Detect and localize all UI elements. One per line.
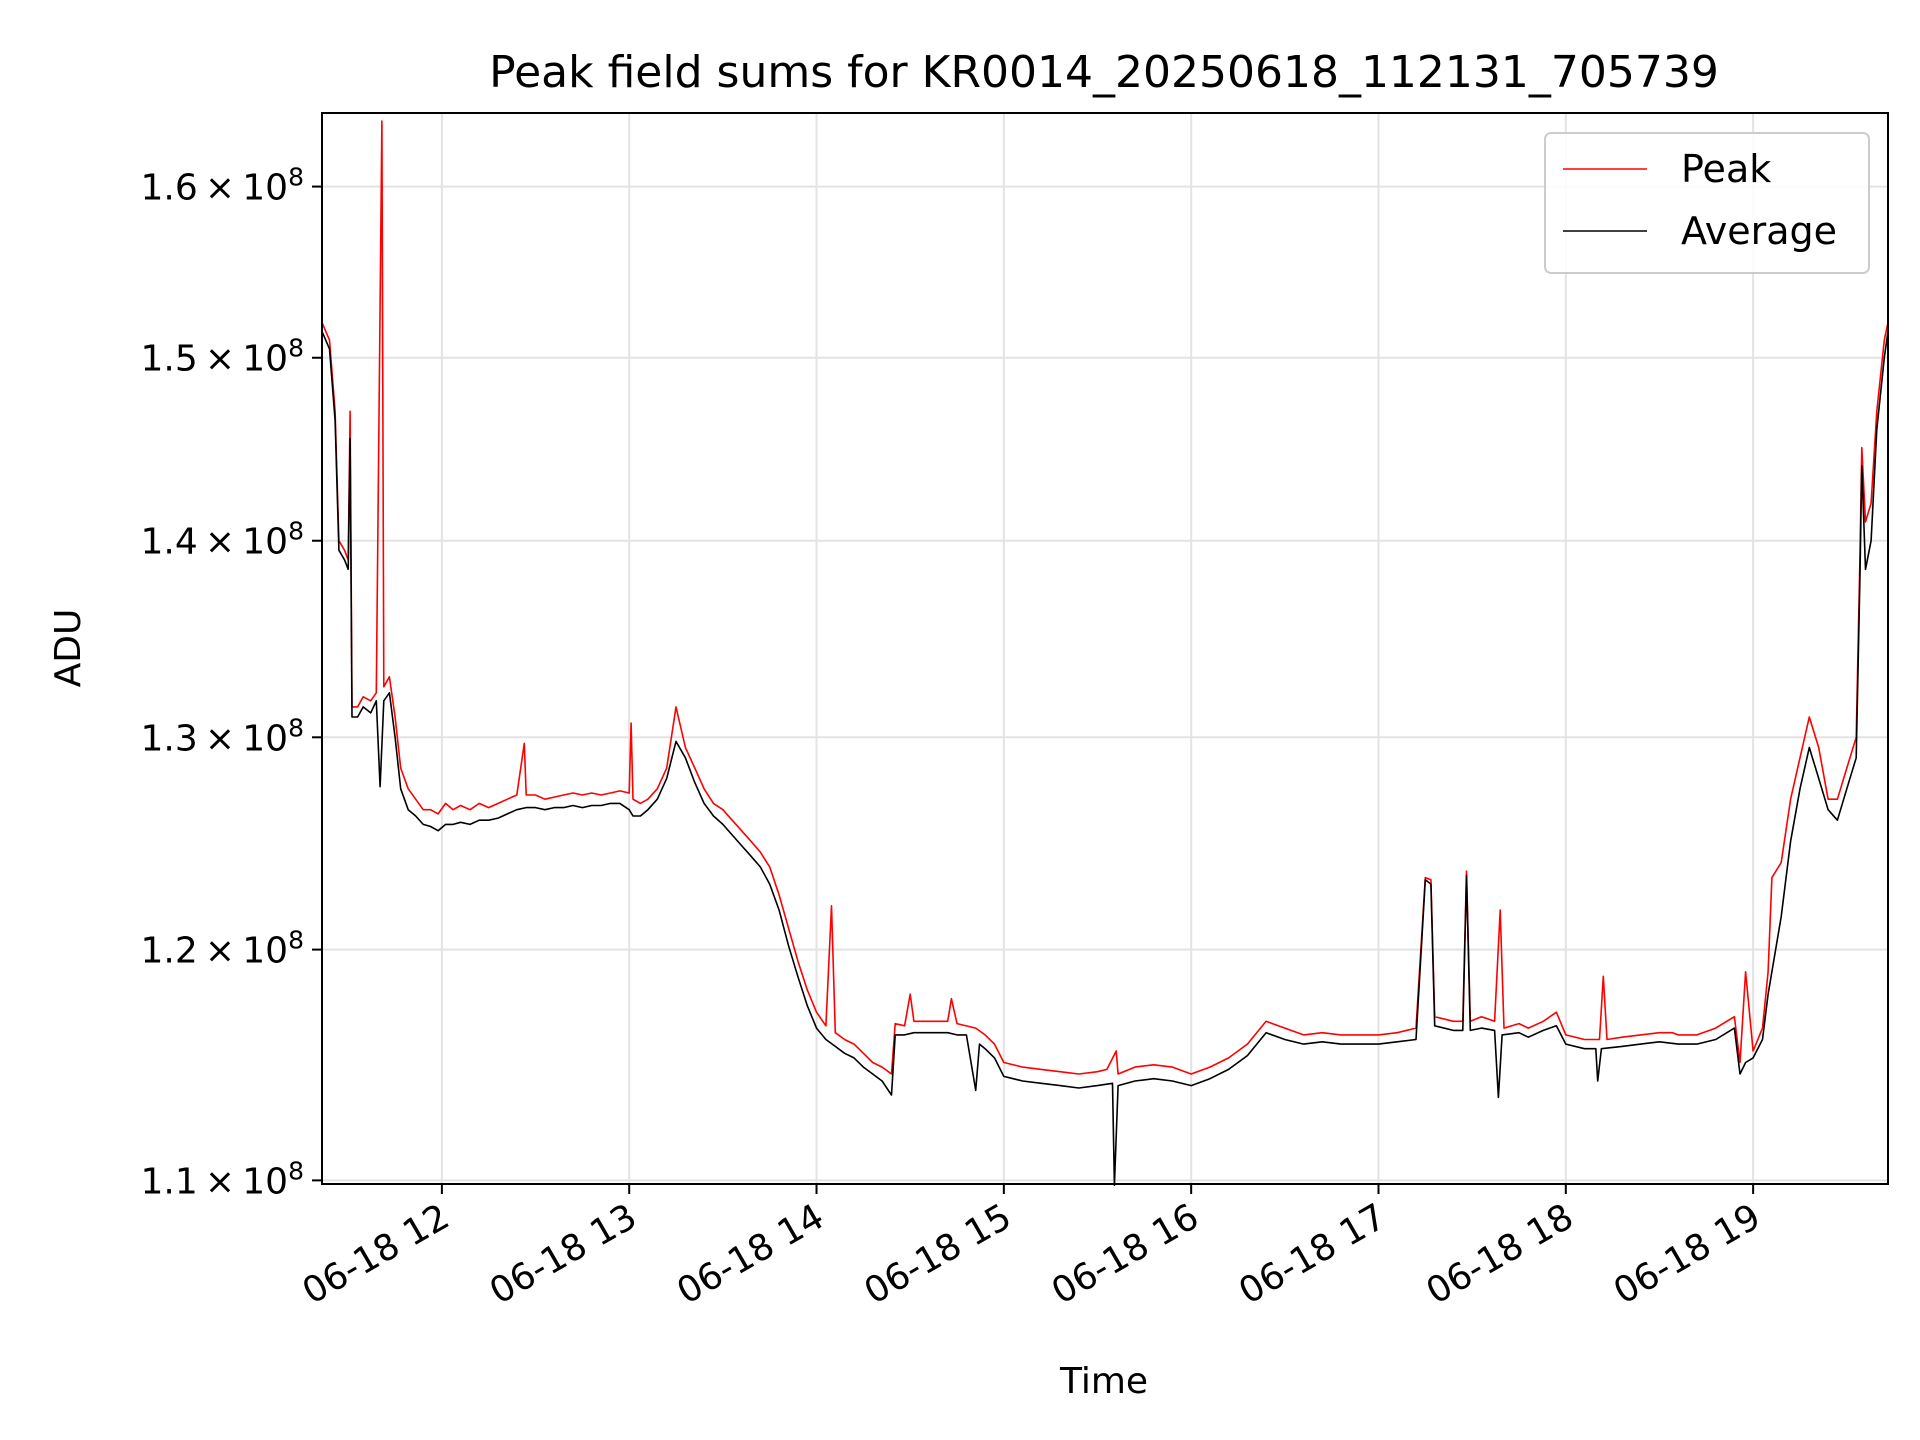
legend: Peak Average bbox=[1544, 132, 1870, 274]
series-line-peak bbox=[321, 120, 1889, 1075]
x-axis-label: Time bbox=[1059, 1361, 1148, 1402]
y-axis-label: ADU bbox=[48, 609, 89, 688]
y-tick-label: 1.5 × 108 bbox=[140, 334, 304, 380]
y-tick-label: 1.6 × 108 bbox=[140, 163, 304, 209]
y-tick-label: 1.2 × 108 bbox=[140, 926, 304, 972]
plot-frame bbox=[321, 112, 1889, 1185]
y-tick-label: 1.1 × 108 bbox=[140, 1156, 304, 1202]
y-tick-label: 1.3 × 108 bbox=[140, 713, 304, 759]
y-tick-label: 1.4 × 108 bbox=[140, 517, 304, 563]
series-layer bbox=[321, 120, 1889, 1186]
grid bbox=[322, 113, 1888, 1184]
legend-label-peak: Peak bbox=[1681, 147, 1771, 191]
legend-box bbox=[1544, 132, 1870, 274]
legend-label-average: Average bbox=[1681, 209, 1837, 253]
chart-title: Peak field sums for KR0014_20250618_1121… bbox=[489, 47, 1719, 98]
series-line-average bbox=[321, 331, 1889, 1186]
y-axis: 1.1 × 108 1.2 × 108 1.3 × 108 1.4 × 108 1.5 … bbox=[140, 163, 322, 1202]
